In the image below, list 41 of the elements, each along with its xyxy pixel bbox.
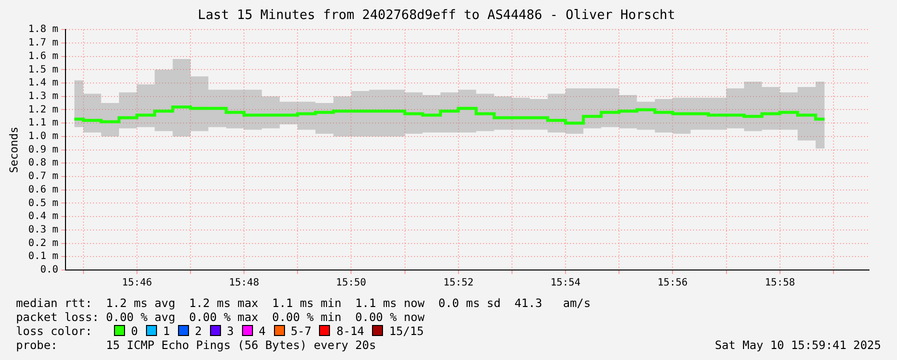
text: 4	[258, 324, 266, 338]
x-tick-label: 15:48	[228, 278, 260, 289]
chart-title: Last 15 Minutes from 2402768d9eff to AS44486 - Oliver Horscht	[198, 8, 676, 24]
y-tick-label: 0.6 m	[28, 184, 58, 196]
y-tick-label: 0.9 m	[28, 144, 58, 156]
x-tick-label: 15:52	[443, 278, 474, 289]
x-tick-label: 15:50	[336, 278, 366, 289]
text: 3	[226, 324, 234, 338]
text: 5-7	[290, 324, 312, 338]
y-tick-label: 1.5 m	[28, 64, 58, 76]
x-tick-label: 15:54	[550, 278, 581, 289]
y-tick-label: 0.7 m	[28, 171, 58, 182]
y-tick-label: 1.2 m	[28, 104, 58, 116]
y-tick-label: 0.1 m	[28, 251, 58, 262]
text: 1	[162, 324, 170, 338]
text: 0	[131, 324, 138, 338]
y-tick-label: 0.3 m	[28, 224, 58, 236]
y-tick-label: 1.8 m	[28, 24, 58, 36]
y-tick-label: 1.0 m	[28, 131, 58, 142]
y-axis-title: Seconds	[7, 126, 20, 173]
text: probe: 15 ICMP Echo Pings (56 Bytes) every 20s	[16, 338, 378, 352]
text: 2	[194, 324, 202, 338]
text: median rtt: 1.2 ms avg 1.2 ms max 1.1 ms min 1.1 ms now 0.0 ms sd 41.3 am/s	[16, 296, 591, 310]
y-tick-label: 1.3 m	[28, 90, 58, 102]
y-tick-label: 0.4 m	[28, 211, 58, 222]
x-tick-label: 15:46	[122, 278, 152, 289]
y-tick-label: 0.5 m	[28, 198, 58, 209]
y-tick-label: 1.6 m	[28, 50, 58, 62]
text: 15/15	[389, 324, 424, 338]
y-tick-label: 0.0	[40, 264, 58, 276]
text: 8-14	[336, 324, 364, 338]
text: packet loss: 0.00 % avg 0.00 % max 0.00 % min 0.00 % now	[16, 310, 426, 324]
y-tick-label: 1.1 m	[28, 118, 58, 129]
y-tick-label: 0.2 m	[28, 238, 58, 249]
text: Sat May 10 15:59:41 2025	[714, 338, 881, 352]
x-tick-label: 15:56	[658, 278, 688, 289]
y-tick-label: 1.4 m	[28, 78, 58, 89]
text: loss color:	[16, 324, 92, 338]
y-tick-label: 0.8 m	[28, 158, 58, 169]
y-tick-label: 1.7 m	[28, 38, 58, 49]
x-tick-label: 15:58	[764, 278, 796, 289]
